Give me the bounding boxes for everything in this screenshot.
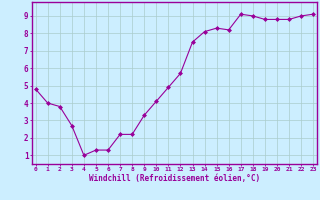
X-axis label: Windchill (Refroidissement éolien,°C): Windchill (Refroidissement éolien,°C) bbox=[89, 174, 260, 183]
